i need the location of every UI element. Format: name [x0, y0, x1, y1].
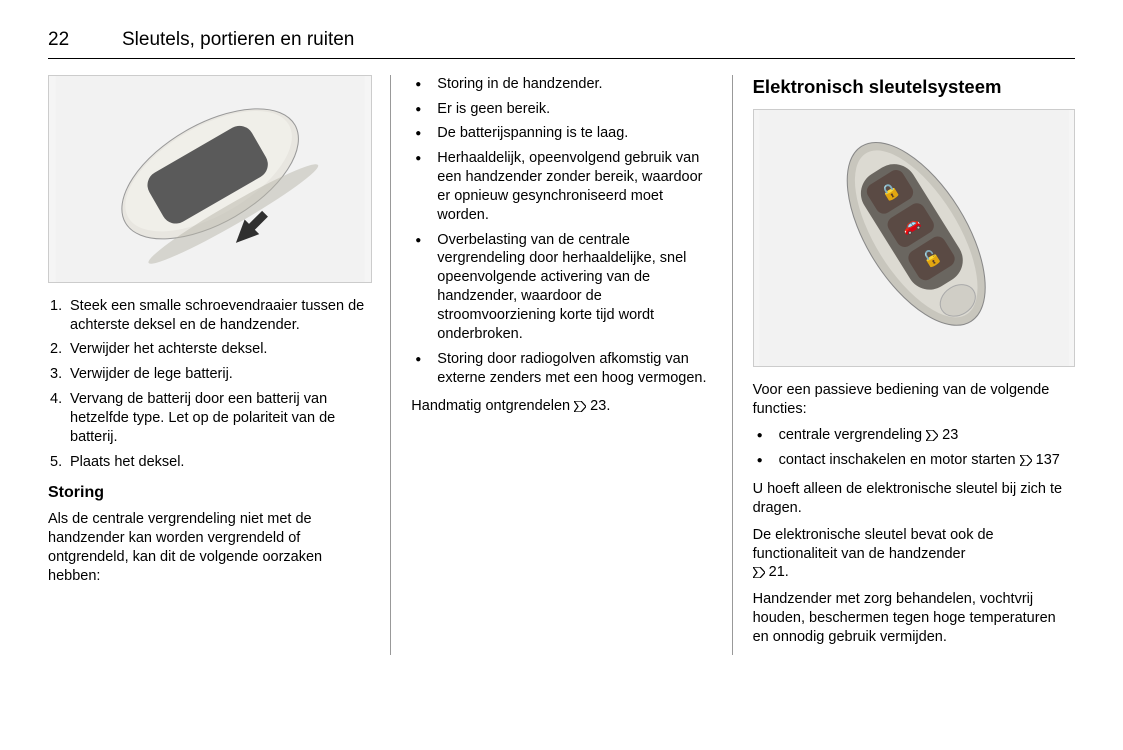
fault-causes-list: Storing in de handzender. Er is geen ber…	[411, 75, 711, 388]
ekey-p2: De elektronische sleutel bevat ook de fu…	[753, 526, 1075, 583]
list-item: centrale vergrendeling 23	[753, 426, 1075, 445]
ref-arrow-icon	[926, 427, 938, 446]
content-columns: Steek een smalle schroeven­draaier tusse…	[48, 75, 1075, 655]
ekey-p1: U hoeft alleen de elektronische sleu­tel…	[753, 480, 1075, 518]
page-ref: 23	[942, 427, 958, 443]
page-number: 22	[48, 28, 122, 53]
list-item: Storing in de handzender.	[411, 75, 711, 94]
page-header: 22 Sleutels, portieren en ruiten	[48, 28, 1075, 59]
ref-arrow-icon	[753, 564, 765, 583]
text: .	[606, 398, 610, 414]
list-item: Overbelasting van de centrale vergrendel…	[411, 231, 711, 344]
ekey-intro: Voor een passieve bediening van de volge…	[753, 381, 1075, 419]
electronic-key-illustration: 🔒 🚗 🔓	[754, 110, 1074, 366]
list-item: De batterijspanning is te laag.	[411, 124, 711, 143]
list-item: Plaats het deksel.	[48, 453, 372, 472]
text: De elektronische sleutel bevat ook de fu…	[753, 527, 994, 562]
page-ref: 137	[1036, 452, 1060, 468]
keyfob-battery-illustration	[49, 76, 371, 282]
ref-arrow-icon	[1020, 452, 1032, 471]
list-item: Verwijder het achterste deksel.	[48, 340, 372, 359]
ref-arrow-icon	[574, 398, 586, 417]
list-item: Verwijder de lege batterij.	[48, 365, 372, 384]
page-ref: 21	[769, 564, 785, 580]
list-item: Er is geen bereik.	[411, 100, 711, 119]
column-3: Elektronisch sleutelsysteem 🔒 🚗	[733, 75, 1075, 655]
text: Handmatig ontgrendelen	[411, 398, 574, 414]
ekey-functions-list: centrale vergrendeling 23 contact inscha…	[753, 426, 1075, 470]
sub-heading-storing: Storing	[48, 483, 372, 504]
list-item: Storing door radiogolven afkom­stig van …	[411, 350, 711, 388]
ekey-p3: Handzender met zorg behandelen, vochtvri…	[753, 590, 1075, 647]
battery-steps-list: Steek een smalle schroeven­draaier tusse…	[48, 297, 372, 472]
figure-keyfob-battery	[48, 75, 372, 283]
manual-unlock-ref: Handmatig ontgrendelen 23.	[411, 397, 711, 416]
list-item: Herhaaldelijk, opeenvolgend gebruik van …	[411, 149, 711, 224]
text: .	[785, 564, 789, 580]
column-1: Steek een smalle schroeven­draaier tusse…	[48, 75, 390, 655]
page-ref: 23	[590, 398, 606, 414]
storing-intro: Als de centrale vergrendeling niet met d…	[48, 510, 372, 585]
figure-electronic-key: 🔒 🚗 🔓	[753, 109, 1075, 367]
text: centrale vergrendeling	[779, 427, 927, 443]
text: contact inschakelen en motor starten	[779, 452, 1020, 468]
section-heading-ekey: Elektronisch sleutelsysteem	[753, 75, 1075, 99]
list-item: contact inschakelen en motor starten 137	[753, 451, 1075, 470]
column-2: Storing in de handzender. Er is geen ber…	[390, 75, 732, 655]
list-item: Steek een smalle schroeven­draaier tusse…	[48, 297, 372, 335]
list-item: Vervang de batterij door een batterij va…	[48, 390, 372, 447]
chapter-title: Sleutels, portieren en ruiten	[122, 28, 354, 53]
